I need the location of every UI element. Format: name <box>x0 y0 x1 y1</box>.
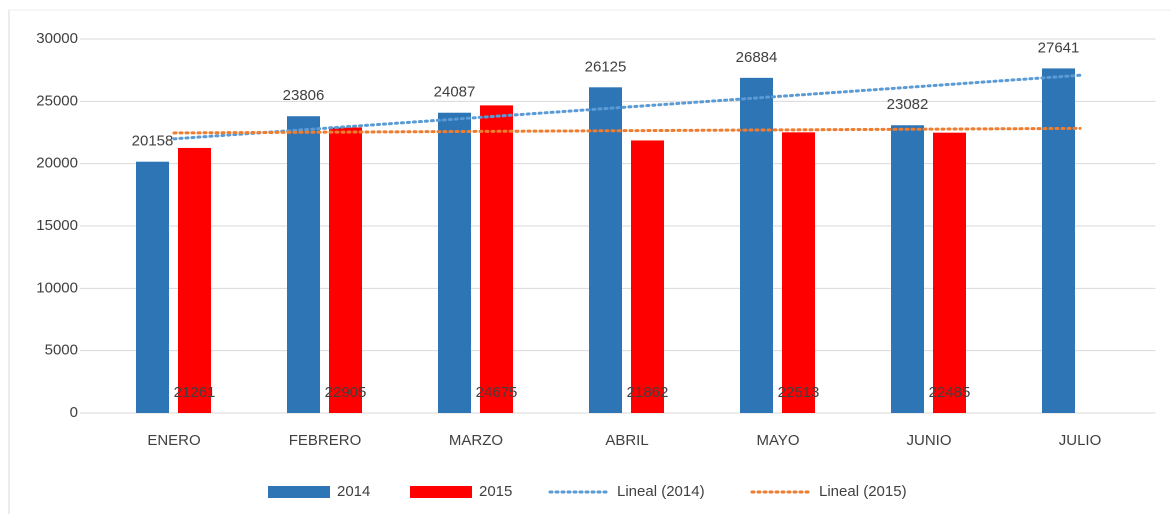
legend-label: 2014 <box>337 483 370 500</box>
legend-label: Lineal (2014) <box>617 483 705 500</box>
y-tick-label: 5000 <box>45 342 78 359</box>
y-tick-label: 30000 <box>36 30 78 47</box>
data-label: 23082 <box>887 96 929 113</box>
legend-label: Lineal (2015) <box>819 483 907 500</box>
data-label: 22485 <box>929 384 971 401</box>
bar <box>480 105 513 413</box>
data-label: 21261 <box>174 384 216 401</box>
bar <box>782 132 815 413</box>
bar <box>438 112 471 414</box>
data-label: 24675 <box>476 384 518 401</box>
data-label: 26125 <box>585 58 627 75</box>
x-tick-label: ENERO <box>147 432 200 449</box>
x-tick-label: ABRIL <box>605 432 648 449</box>
x-tick-label: FEBRERO <box>289 432 362 449</box>
bar <box>287 116 320 413</box>
data-label: 23806 <box>283 87 325 104</box>
data-label: 27641 <box>1038 39 1080 56</box>
x-tick-label: JULIO <box>1059 432 1102 449</box>
data-label: 20158 <box>132 133 174 150</box>
bar <box>1042 68 1075 413</box>
bar <box>740 77 773 413</box>
trendline <box>172 73 1082 141</box>
y-tick-label: 20000 <box>36 155 78 172</box>
x-tick-label: MAYO <box>756 432 799 449</box>
y-tick-label: 10000 <box>36 279 78 296</box>
bar <box>891 125 924 414</box>
legend-label: 2015 <box>479 483 512 500</box>
y-tick-label: 15000 <box>36 217 78 234</box>
legend-swatch <box>410 486 472 498</box>
data-label: 26884 <box>736 49 778 66</box>
data-label: 21862 <box>627 384 669 401</box>
bar <box>136 161 169 413</box>
y-tick-label: 0 <box>70 404 78 421</box>
y-tick-label: 25000 <box>36 92 78 109</box>
bar <box>329 127 362 414</box>
bar <box>631 140 664 413</box>
bar <box>589 87 622 413</box>
data-label: 22513 <box>778 384 820 401</box>
trendline <box>172 126 1082 135</box>
data-label: 24087 <box>434 84 476 101</box>
x-tick-label: JUNIO <box>907 432 952 449</box>
legend-swatch <box>268 486 330 498</box>
data-label: 22905 <box>325 384 367 401</box>
bar <box>178 147 211 413</box>
bar <box>933 132 966 413</box>
x-tick-label: MARZO <box>449 432 503 449</box>
